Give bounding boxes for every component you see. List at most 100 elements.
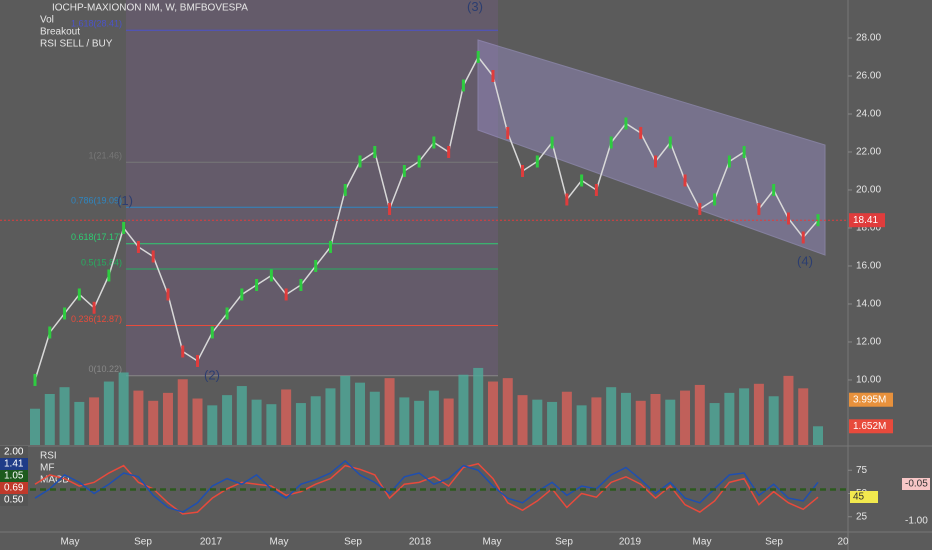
price-bar	[727, 155, 731, 168]
volume-bar	[118, 372, 129, 445]
price-bar	[432, 136, 436, 149]
osc-tag-label: 0.69	[4, 483, 24, 494]
volume-bar	[384, 378, 395, 445]
last-price-label: 18.41	[853, 215, 878, 226]
volume-bar	[502, 378, 513, 445]
price-bar	[299, 278, 303, 291]
volume-bar	[310, 396, 321, 445]
price-bar	[388, 202, 392, 215]
volume-bar	[89, 397, 100, 445]
x-tick-label: May	[693, 537, 712, 548]
volume-bar	[355, 382, 366, 445]
osc-right-label: -0.05	[905, 479, 928, 490]
osc-tag-label: 1.41	[4, 459, 24, 470]
volume-bar	[665, 399, 676, 445]
price-bar	[535, 155, 539, 168]
price-bar	[565, 193, 569, 206]
volume-bar	[783, 375, 794, 445]
volume-bar	[709, 403, 720, 445]
y-tick-label: 28.00	[856, 33, 881, 44]
price-bar	[284, 288, 288, 301]
chart-title: IOCHP-MAXIONON NM, W, BMFBOVESPA	[52, 3, 248, 14]
fib-label: 0.786(19.09)	[71, 196, 122, 206]
x-tick-label: Sep	[344, 537, 362, 548]
fib-box	[126, 0, 498, 376]
price-bar	[196, 354, 200, 367]
fib-label: 0.236(12.87)	[71, 314, 122, 324]
y-tick-label: 16.00	[856, 261, 881, 272]
volume-bar	[281, 389, 292, 445]
volume-bar	[753, 383, 764, 445]
price-bar	[48, 326, 52, 339]
price-bar	[402, 164, 406, 177]
price-bar	[594, 183, 598, 196]
x-tick-label: 2019	[619, 537, 642, 548]
osc-tag-label: 1.05	[4, 471, 24, 482]
price-bar	[63, 307, 67, 320]
price-bar	[417, 155, 421, 168]
price-bar	[757, 202, 761, 215]
y-tick-label: 20.00	[856, 185, 881, 196]
fib-label: 0.618(17.17)	[71, 232, 122, 242]
price-bar	[609, 136, 613, 149]
volume-bar	[44, 394, 55, 445]
osc-tag-label: 0.50	[4, 495, 24, 506]
trend-channel	[477, 39, 826, 256]
price-bar	[33, 373, 37, 386]
indicator-label: Vol	[40, 15, 54, 26]
price-bar	[240, 288, 244, 301]
price-bar	[447, 145, 451, 158]
osc-label: MF	[40, 463, 54, 474]
price-bar	[255, 278, 259, 291]
price-bar	[698, 202, 702, 215]
wave-label: (1)	[117, 193, 133, 208]
x-tick-label: May	[61, 537, 80, 548]
price-bar	[358, 155, 362, 168]
volume-bar	[739, 388, 750, 445]
volume-bar	[680, 390, 691, 445]
volume-bar	[724, 392, 735, 445]
price-bar	[801, 231, 805, 244]
y-tick-label: 26.00	[856, 71, 881, 82]
y-tick-label: 14.00	[856, 299, 881, 310]
volume-bar	[428, 390, 439, 445]
x-tick-label: 2018	[409, 537, 432, 548]
fib-label: 1.618(28.41)	[71, 19, 122, 29]
osc-tick-label: 75	[856, 465, 868, 476]
fib-label: 0(10.22)	[88, 364, 122, 374]
volume-tag	[849, 419, 893, 434]
volume-bar	[414, 400, 425, 445]
volume-bar	[635, 400, 646, 445]
price-bar	[476, 50, 480, 63]
osc-right-label: 45	[853, 492, 865, 503]
price-bar	[343, 183, 347, 196]
volume-bar	[532, 399, 543, 445]
volume-tag-label: 1.652M	[853, 421, 886, 432]
volume-bar	[473, 367, 484, 445]
osc-tick-label: 25	[856, 511, 868, 522]
price-bar	[580, 174, 584, 187]
volume-bar	[487, 381, 498, 445]
wave-label: (3)	[467, 0, 483, 14]
volume-bar	[591, 397, 602, 445]
volume-bar	[340, 375, 351, 445]
price-bar	[461, 79, 465, 92]
price-bar	[683, 174, 687, 187]
price-bar	[550, 136, 554, 149]
osc-label: RSI	[40, 451, 57, 462]
volume-tag-label: 3.995M	[853, 394, 886, 405]
volume-bar	[547, 401, 558, 445]
price-bar	[210, 326, 214, 339]
volume-bar	[192, 398, 203, 445]
volume-bar	[517, 395, 528, 445]
price-bar	[92, 301, 96, 314]
x-tick-label: Sep	[555, 537, 573, 548]
volume-bar	[694, 384, 705, 445]
volume-bar	[561, 391, 572, 445]
volume-bar	[133, 390, 144, 445]
volume-bar	[30, 408, 40, 445]
price-bar	[225, 307, 229, 320]
osc-line	[34, 459, 819, 513]
indicator-label: RSI SELL / BUY	[40, 39, 113, 50]
volume-bar	[177, 379, 188, 445]
